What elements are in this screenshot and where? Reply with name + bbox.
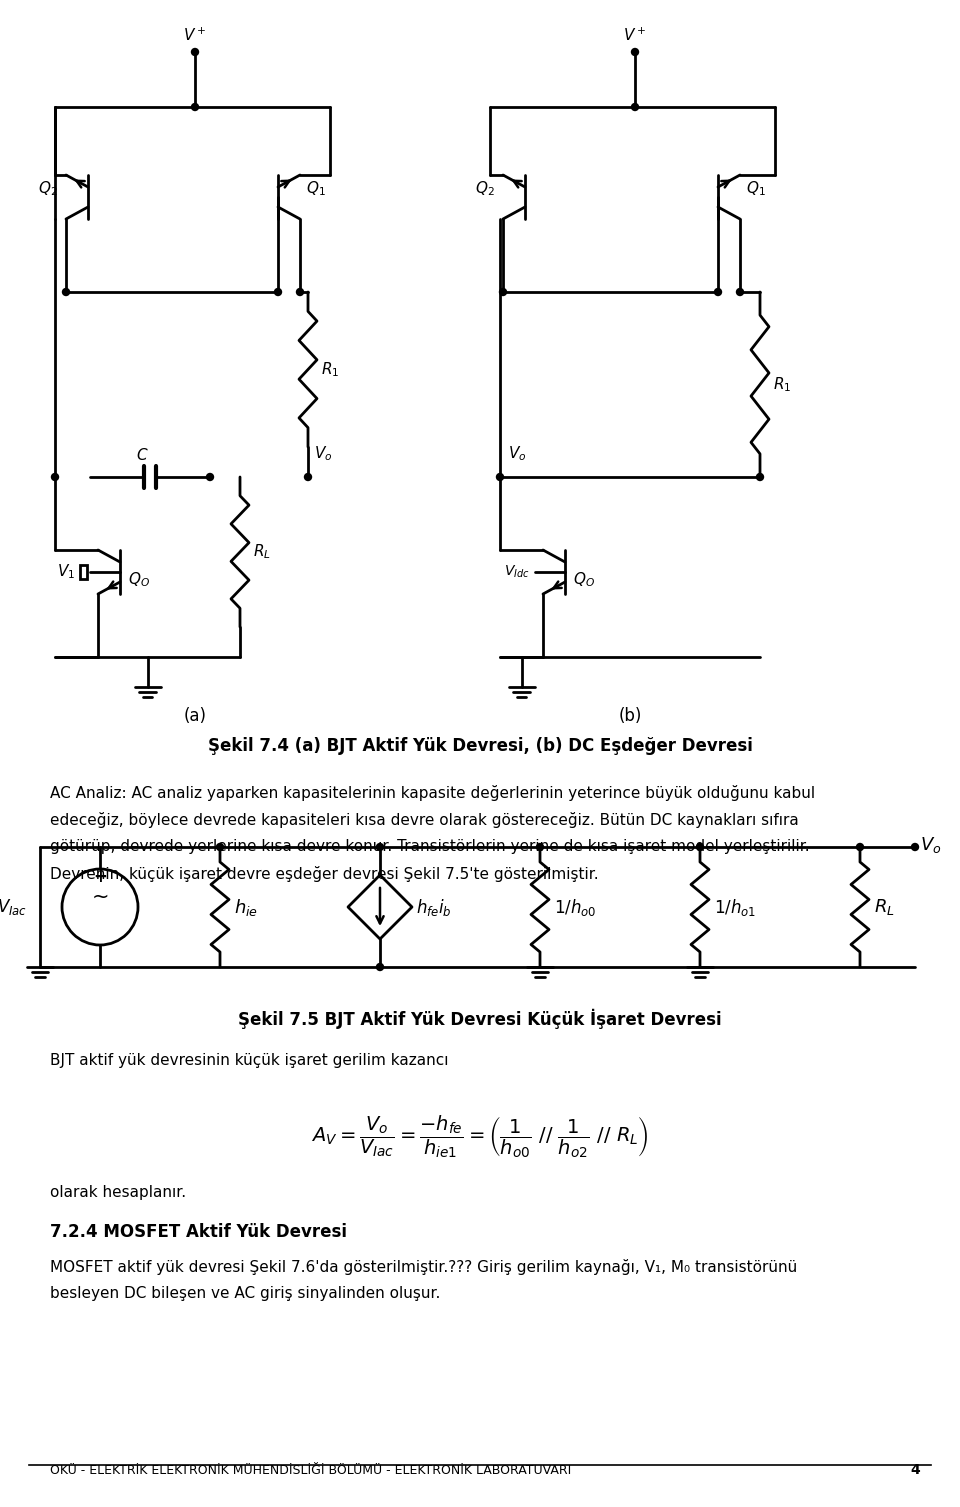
Text: $1/h_{o0}$: $1/h_{o0}$: [554, 897, 596, 918]
Text: $V_o$: $V_o$: [920, 835, 942, 854]
Text: MOSFET aktif yük devresi Şekil 7.6'da gösterilmiştir.??? Giriş gerilim kaynağı, : MOSFET aktif yük devresi Şekil 7.6'da gö…: [50, 1258, 797, 1275]
Text: $Q_2$: $Q_2$: [38, 179, 58, 199]
Text: $h_{ie}$: $h_{ie}$: [234, 897, 258, 918]
Text: olarak hesaplanır.: olarak hesaplanır.: [50, 1185, 186, 1200]
Circle shape: [714, 288, 722, 295]
Circle shape: [736, 288, 743, 295]
Text: (b): (b): [618, 707, 641, 725]
Text: $C$: $C$: [135, 448, 148, 463]
Circle shape: [206, 473, 213, 481]
Circle shape: [376, 963, 383, 971]
Text: $V_{Idc}$: $V_{Idc}$: [504, 564, 530, 580]
Text: $Q_O$: $Q_O$: [128, 571, 150, 589]
Text: $V^+$: $V^+$: [623, 27, 647, 44]
Text: $V_o$: $V_o$: [508, 445, 526, 463]
Circle shape: [191, 48, 199, 56]
Circle shape: [632, 48, 638, 56]
Circle shape: [376, 844, 383, 850]
Text: $R_L$: $R_L$: [874, 897, 895, 916]
Text: $V_{Iac}$: $V_{Iac}$: [0, 897, 27, 916]
Circle shape: [275, 288, 281, 295]
Circle shape: [911, 844, 919, 850]
Circle shape: [697, 844, 704, 850]
Circle shape: [191, 104, 199, 110]
Text: $Q_O$: $Q_O$: [573, 571, 595, 589]
Text: $Q_1$: $Q_1$: [306, 179, 325, 199]
Text: 4: 4: [910, 1463, 920, 1477]
Text: 7.2.4 MOSFET Aktif Yük Devresi: 7.2.4 MOSFET Aktif Yük Devresi: [50, 1224, 347, 1240]
Text: besleyen DC bileşen ve AC giriş sinyalinden oluşur.: besleyen DC bileşen ve AC giriş sinyalin…: [50, 1285, 441, 1301]
Circle shape: [537, 844, 543, 850]
Circle shape: [217, 844, 224, 850]
Circle shape: [297, 288, 303, 295]
Text: $Q_2$: $Q_2$: [475, 179, 495, 199]
Circle shape: [52, 473, 59, 481]
Circle shape: [62, 288, 69, 295]
Text: $h_{fe}i_b$: $h_{fe}i_b$: [416, 897, 452, 918]
Text: $R_1$: $R_1$: [773, 375, 791, 393]
Text: edeceğiz, böylece devrede kapasiteleri kısa devre olarak göstereceğiz. Bütün DC : edeceğiz, böylece devrede kapasiteleri k…: [50, 812, 799, 827]
Circle shape: [756, 473, 763, 481]
Text: AC Analiz: AC analiz yaparken kapasitelerinin kapasite değerlerinin yeterince bü: AC Analiz: AC analiz yaparken kapasitele…: [50, 785, 815, 802]
Text: Şekil 7.5 BJT Aktif Yük Devresi Küçük İşaret Devresi: Şekil 7.5 BJT Aktif Yük Devresi Küçük İş…: [238, 1010, 722, 1029]
Circle shape: [632, 104, 638, 110]
Text: $A_V = \dfrac{V_o}{V_{Iac}} = \dfrac{-h_{fe}}{h_{ie1}} = \left(\dfrac{1}{h_{o0}}: $A_V = \dfrac{V_o}{V_{Iac}} = \dfrac{-h_…: [311, 1114, 649, 1160]
Text: ~: ~: [91, 888, 108, 907]
Text: BJT aktif yük devresinin küçük işaret gerilim kazancı: BJT aktif yük devresinin küçük işaret ge…: [50, 1053, 448, 1068]
Text: $V_1$: $V_1$: [57, 562, 75, 582]
Circle shape: [496, 473, 503, 481]
Text: OKÜ - ELEKTRİK ELEKTRONİK MÜHENDİSLİĞİ BÖLÜMÜ - ELEKTRONİK LABORATUVARI: OKÜ - ELEKTRİK ELEKTRONİK MÜHENDİSLİĞİ B…: [50, 1463, 571, 1477]
Text: $Q_1$: $Q_1$: [746, 179, 766, 199]
Text: Şekil 7.4 (a) BJT Aktif Yük Devresi, (b) DC Eşdeğer Devresi: Şekil 7.4 (a) BJT Aktif Yük Devresi, (b)…: [207, 737, 753, 755]
Text: (a): (a): [183, 707, 206, 725]
Text: $R_L$: $R_L$: [253, 543, 271, 561]
Text: $R_1$: $R_1$: [321, 360, 339, 378]
Circle shape: [856, 844, 863, 850]
Text: $1/h_{o1}$: $1/h_{o1}$: [714, 897, 756, 918]
Bar: [80, 565, 87, 579]
Text: $V_o$: $V_o$: [314, 445, 332, 463]
Text: Devrenin, küçük işaret devre eşdeğer devresi Şekil 7.5'te gösterilmiştir.: Devrenin, küçük işaret devre eşdeğer dev…: [50, 867, 599, 882]
Text: $V^+$: $V^+$: [183, 27, 206, 44]
Circle shape: [304, 473, 311, 481]
Circle shape: [499, 288, 507, 295]
Text: +: +: [93, 868, 107, 886]
Text: götürüp, devrede yerlerine kısa devre konur. Transistörlerin yerine de kısa işar: götürüp, devrede yerlerine kısa devre ko…: [50, 839, 809, 854]
